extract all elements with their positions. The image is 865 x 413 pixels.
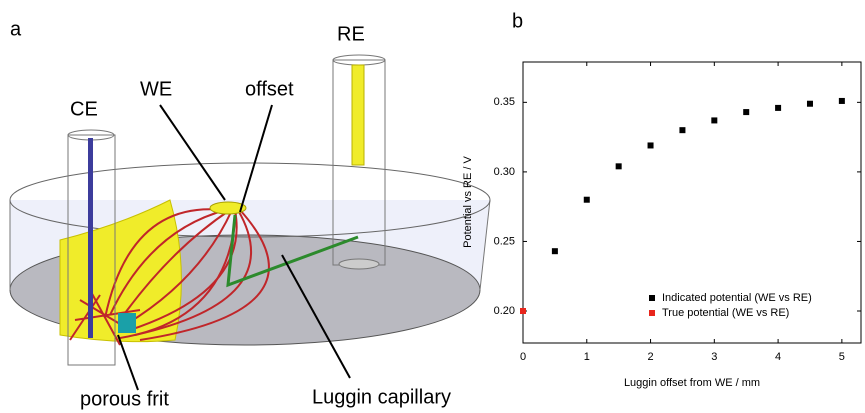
luggin-label: Luggin capillary [312,386,451,408]
x-tick-label: 0 [520,351,526,363]
x-tick-label: 4 [775,351,781,363]
re-electrode [351,64,365,166]
ce-label: CE [70,98,98,120]
cell-diagram [9,54,491,391]
ce-tube [67,134,116,366]
offset-label: offset [245,78,294,100]
y-axis-label: Potential vs RE / V [462,155,474,247]
point [711,117,718,124]
legend-marker [649,295,655,301]
legend-label: Indicated potential (WE vs RE) [662,292,812,304]
point [838,97,845,104]
x-tick-label: 3 [711,351,717,363]
we-electrode [209,201,247,215]
panel-label: a [10,18,22,40]
callout-lines [117,104,351,391]
re-tube-bottom [338,258,380,270]
field-lines [69,208,270,346]
panel-label: b [512,10,523,32]
frit-label: porous frit [80,388,169,410]
point [679,127,686,134]
porous-frit [118,313,136,333]
luggin-capillary [226,214,359,288]
point [615,163,622,170]
point [583,196,590,203]
x-axis-label: Luggin offset from WE / mm [624,377,760,389]
point [775,104,782,111]
re-label: RE [337,23,365,45]
point [806,100,813,107]
legend-marker [649,310,655,316]
x-tick-label: 2 [647,351,653,363]
cell-edge [479,199,491,291]
x-tick-label: 5 [839,351,845,363]
y-tick-label: 0.25 [494,235,515,247]
x-tick-label: 1 [584,351,590,363]
point [647,142,654,149]
y-tick-label: 0.30 [494,166,515,178]
y-tick-label: 0.20 [494,305,515,317]
point [551,248,558,255]
plot: 0 1 2 3 4 5 0.20 0.25 0.30 0.35 Indicated potentia… [494,62,861,363]
we-label: WE [140,78,172,100]
legend-label: True potential (WE vs RE) [662,307,789,319]
point [520,308,526,315]
point [743,109,750,116]
plot-frame [522,61,862,344]
y-tick-label: 0.35 [494,96,515,108]
ce-wire [88,138,93,338]
